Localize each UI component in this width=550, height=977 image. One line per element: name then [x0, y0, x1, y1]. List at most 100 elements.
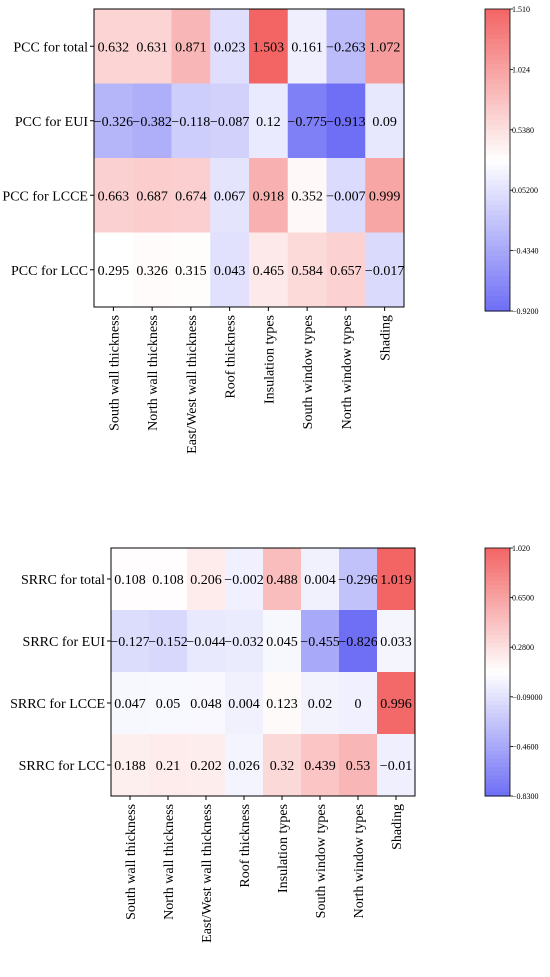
srrc-colorbar-tick-label: 0.6500	[512, 594, 534, 603]
srrc-cell-label: −0.826	[338, 635, 377, 650]
pcc-colorbar-segment	[485, 119, 510, 126]
srrc-colorbar-segment	[485, 775, 510, 781]
pcc-cell	[171, 83, 211, 159]
pcc-cell	[326, 9, 366, 84]
srrc-cell-label: 0.05	[156, 697, 181, 712]
pcc-cell	[94, 232, 134, 308]
pcc-cell	[171, 232, 211, 308]
srrc-cell-label: 0.033	[380, 635, 412, 650]
srrc-colorbar-segment	[485, 787, 510, 793]
srrc-colorbar-segment	[485, 618, 510, 623]
pcc-cell-label: 1.072	[369, 40, 401, 55]
srrc-cell-label: 0.108	[114, 573, 146, 588]
srrc-colorbar-segment	[485, 605, 510, 611]
pcc-colorbar-segment	[485, 79, 510, 86]
pcc-colorbar-segment	[485, 104, 510, 111]
srrc-cell	[263, 672, 302, 735]
pcc-colorbar-segment	[485, 109, 510, 116]
srrc-cell-label: 0	[355, 697, 362, 712]
pcc-colorbar-segment	[485, 59, 510, 65]
srrc-row-label: SRRC for EUI	[23, 635, 106, 650]
srrc-colorbar-segment	[485, 771, 510, 776]
srrc-cell-label: 0.045	[266, 635, 298, 650]
srrc-colorbar-segment	[485, 622, 510, 628]
srrc-colorbar-segment	[485, 729, 510, 735]
pcc-cell-label: 0.663	[98, 189, 130, 204]
srrc-colorbar-segment	[485, 742, 510, 747]
srrc-colorbar-segment	[485, 655, 510, 661]
pcc-cell-label: 0.918	[253, 189, 285, 204]
pcc-colorbar-segment	[485, 89, 510, 96]
pcc-col-label: North wall thickness	[146, 315, 161, 431]
srrc-cell	[187, 672, 226, 735]
srrc-cell-label: −0.152	[148, 635, 187, 650]
srrc-cell-label: −0.296	[338, 573, 377, 588]
pcc-colorbar-segment	[485, 265, 510, 272]
srrc-colorbar-segment	[485, 626, 510, 632]
pcc-colorbar-segment	[485, 275, 510, 282]
pcc-colorbar-tick-label: −0.4340	[512, 247, 539, 256]
pcc-cell-label: −0.326	[94, 115, 133, 130]
srrc-colorbar-segment	[485, 705, 510, 710]
srrc-cell-label: −0.127	[110, 635, 149, 650]
pcc-colorbar-segment	[485, 124, 510, 131]
srrc-colorbar-segment	[485, 589, 510, 595]
srrc-cell	[187, 548, 226, 611]
pcc-cell	[249, 158, 289, 233]
srrc-cell-label: 0.488	[266, 573, 298, 588]
srrc-cell	[149, 548, 188, 611]
srrc-colorbar-segment	[485, 568, 510, 574]
pcc-cell-label: −0.007	[326, 189, 365, 204]
pcc-frame	[93, 8, 405, 308]
srrc-cell-label: 0.02	[308, 697, 333, 712]
pcc-colorbar-segment	[485, 154, 510, 161]
pcc-cell	[287, 232, 327, 308]
pcc-colorbar-segment	[485, 170, 510, 176]
srrc-colorbar-segment	[485, 676, 510, 681]
pcc-cell	[132, 158, 172, 233]
srrc-colorbar-segment	[485, 667, 510, 673]
pcc-colorbar-segment	[485, 175, 510, 181]
pcc-cell	[326, 83, 366, 159]
srrc-colorbar-frame	[484, 547, 511, 797]
pcc-colorbar-segment	[485, 74, 510, 81]
srrc-cell-label: −0.002	[224, 573, 263, 588]
pcc-cell-label: 0.09	[372, 115, 397, 130]
pcc-cell-label: 0.315	[175, 264, 207, 279]
pcc-cell-label: 0.999	[369, 189, 401, 204]
pcc-colorbar-segment	[485, 210, 510, 216]
pcc-cell-label: −0.118	[171, 115, 210, 130]
pcc-cell-label: 0.674	[175, 189, 207, 204]
pcc-colorbar-segment	[485, 64, 510, 70]
srrc-cell-label: 1.019	[380, 573, 412, 588]
srrc-cell	[263, 548, 302, 611]
pcc-cell	[365, 83, 405, 159]
pcc-colorbar-segment	[485, 160, 510, 166]
srrc-colorbar-segment	[485, 556, 510, 561]
srrc-cell-label: 0.996	[380, 697, 412, 712]
pcc-colorbar-tick-label: 1.510	[512, 5, 530, 14]
pcc-colorbar-segment	[485, 235, 510, 242]
pcc-cell-label: 0.161	[291, 40, 323, 55]
pcc-col-label: East/West wall thickness	[185, 315, 200, 454]
srrc-colorbar-segment	[485, 767, 510, 772]
pcc-cell	[287, 83, 327, 159]
colorbar-srrc: 1.020 0.6500 0.2800 −0.09000 −0.4600 −0.8300	[484, 544, 543, 801]
pcc-cell-label: 1.503	[253, 40, 285, 55]
pcc-cell	[171, 158, 211, 233]
srrc-cell-label: −0.455	[300, 635, 339, 650]
pcc-cell-label: 0.632	[98, 40, 130, 55]
pcc-cell	[249, 232, 289, 308]
srrc-cell	[339, 734, 378, 797]
srrc-colorbar-segment	[485, 692, 510, 698]
pcc-cell	[171, 9, 211, 84]
pcc-row-label: PCC for EUI	[15, 115, 88, 130]
pcc-colorbar-segment	[485, 14, 510, 20]
srrc-colorbar-tick-label: −0.09000	[512, 693, 543, 702]
srrc-col-label: South window types	[314, 804, 329, 918]
pcc-colorbar-segment	[485, 240, 510, 247]
pcc-cell	[132, 232, 172, 308]
srrc-colorbar-segment	[485, 576, 510, 582]
srrc-colorbar-segment	[485, 572, 510, 578]
srrc-colorbar-segment	[485, 725, 510, 731]
